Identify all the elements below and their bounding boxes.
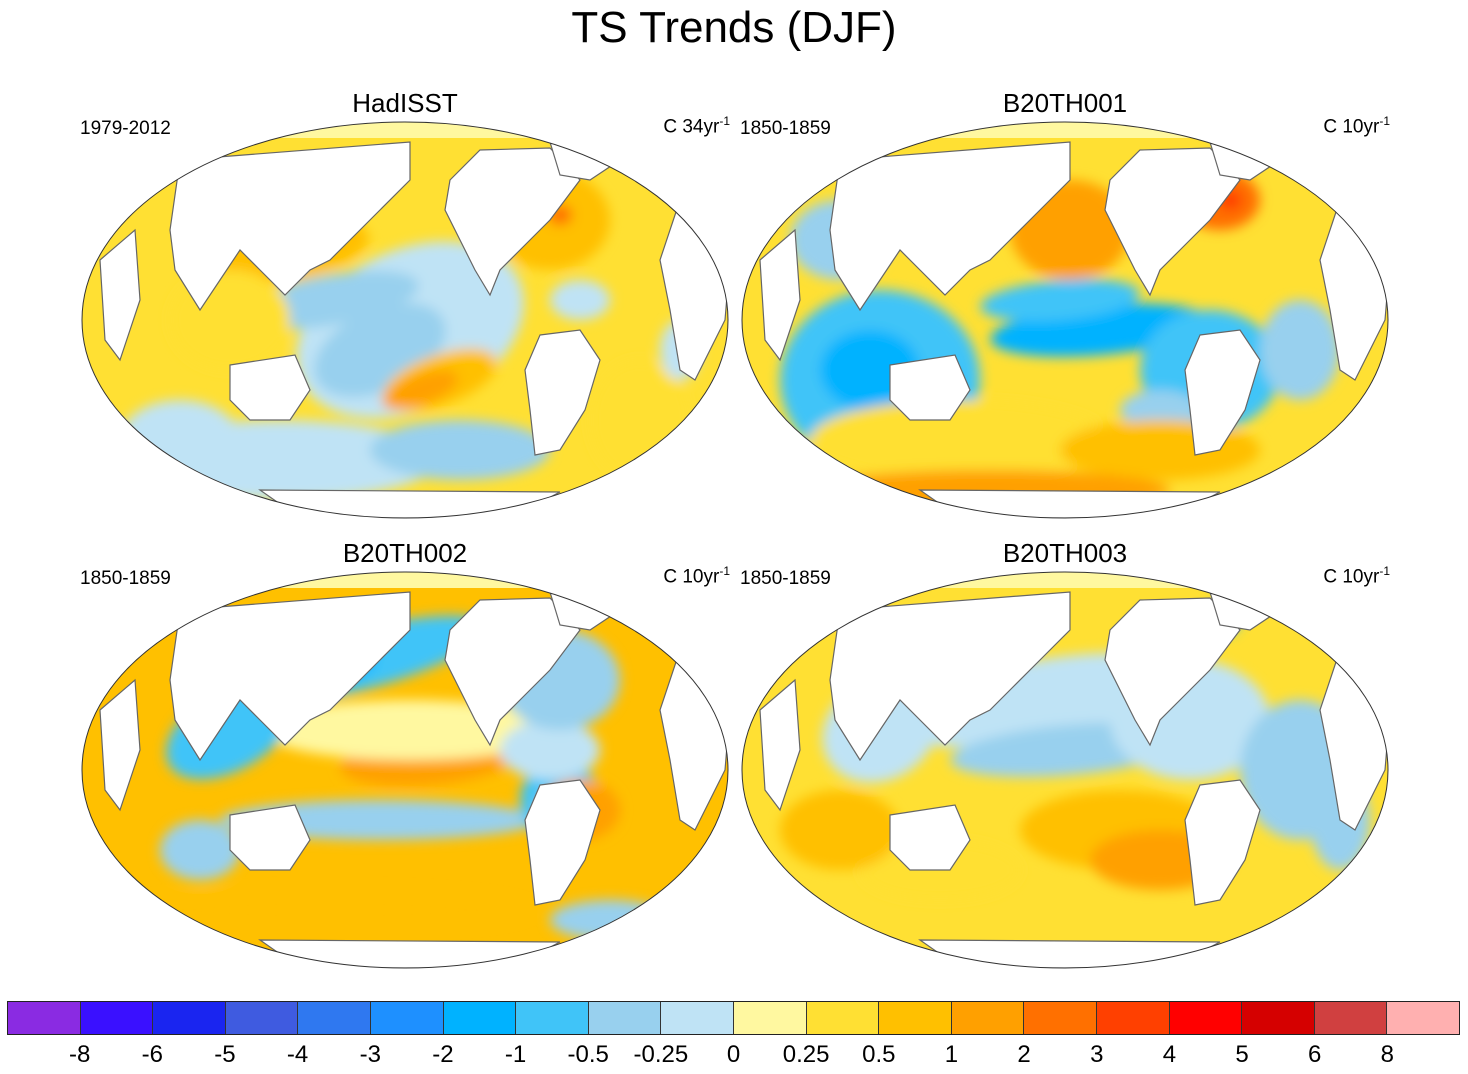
- colorbar-tick-label: -1: [504, 1041, 527, 1068]
- colorbar-box: [1024, 1002, 1097, 1034]
- colorbar-box: [1169, 1002, 1243, 1034]
- colorbar-tick-label: -4: [286, 1041, 309, 1068]
- units-label: C 10yr-1: [1323, 114, 1390, 138]
- colorbar-box: [661, 1002, 734, 1034]
- colorbar-tick-label: -6: [141, 1041, 163, 1068]
- world-map: [741, 571, 1389, 969]
- colorbar-tick-label: 1: [944, 1041, 959, 1068]
- land-mass: [759, 678, 801, 812]
- trend-anomaly: [160, 820, 240, 880]
- colorbar-box: [225, 1002, 299, 1034]
- colorbar-tick-label: 8: [1380, 1041, 1395, 1068]
- land-mass: [229, 804, 311, 871]
- colorbar-tick-label: 0.25: [782, 1041, 830, 1068]
- colorbar-tick-label: 6: [1308, 1041, 1322, 1068]
- colorbar-tick-label: -3: [359, 1041, 381, 1068]
- colorbar-tick-label: -8: [68, 1041, 91, 1068]
- colorbar-box: [153, 1002, 226, 1034]
- land-mass: [99, 678, 141, 812]
- colorbar-box: [80, 1002, 154, 1034]
- colorbar-labels: -8 -6 -5 -4 -3 -2 -1 -0.5 -0.25 0 0.25 0.5 1 2 3 4 5 6 8: [0, 1040, 1468, 1072]
- map-border: [741, 571, 1389, 969]
- colorbar-box: [879, 1002, 952, 1034]
- land-mass: [829, 591, 1071, 762]
- figure-title: TS Trends (DJF): [571, 3, 897, 52]
- land-mass: [524, 329, 601, 456]
- trend-anomaly: [1120, 390, 1200, 430]
- map-border: [741, 121, 1389, 519]
- colorbar-box: [1387, 1002, 1459, 1034]
- colorbar-tick-label: -0.5: [567, 1041, 609, 1068]
- map-panel-b20th003: B20TH003 1850-1859 C 10yr-1: [740, 538, 1390, 990]
- colorbar-box: [1096, 1002, 1170, 1034]
- trend-anomaly: [550, 280, 610, 320]
- land-mass: [918, 489, 1221, 518]
- land-mass: [1184, 329, 1261, 456]
- colorbar-tick-label: -2: [432, 1041, 454, 1068]
- trend-anomaly: [980, 278, 1140, 322]
- units-label: C 10yr-1: [663, 564, 730, 588]
- land-mass: [258, 489, 561, 518]
- map-border: [81, 121, 729, 519]
- units-label: C 34yr-1: [663, 114, 730, 138]
- land-mass: [918, 939, 1221, 968]
- period-label: 1850-1859: [740, 568, 831, 589]
- colorbar-box: [370, 1002, 444, 1034]
- land-mass: [889, 804, 971, 871]
- colorbar-tick-label: 0: [726, 1041, 741, 1068]
- colorbar-tick-label: 2: [1017, 1041, 1031, 1068]
- colorbar: [7, 1001, 1460, 1035]
- colorbar-tick-label: -0.25: [633, 1041, 689, 1068]
- land-mass: [759, 228, 801, 362]
- land-mass: [229, 354, 311, 421]
- colorbar-tick-label: -5: [214, 1041, 236, 1068]
- trend-anomaly: [370, 420, 550, 480]
- land-mass: [258, 939, 561, 968]
- trend-anomaly: [1260, 300, 1340, 400]
- colorbar-box: [733, 1002, 807, 1034]
- colorbar-box: [298, 1002, 371, 1034]
- colorbar-box: [1314, 1002, 1388, 1034]
- world-map: [81, 121, 729, 519]
- land-mass: [524, 779, 601, 906]
- panel-title: HadISST: [352, 88, 458, 118]
- period-label: 1850-1859: [80, 568, 171, 589]
- period-label: 1850-1859: [740, 118, 831, 139]
- trend-anomaly: [550, 900, 670, 940]
- trend-anomaly: [500, 720, 600, 780]
- colorbar-tick-label: 4: [1162, 1041, 1177, 1068]
- world-map: [81, 571, 729, 969]
- colorbar-tick-label: 0.5: [862, 1041, 896, 1068]
- colorbar-box: [1242, 1002, 1315, 1034]
- colorbar-box: [588, 1002, 662, 1034]
- panel-title: B20TH002: [342, 538, 468, 568]
- trend-anomaly: [780, 790, 900, 870]
- land-mass: [1184, 779, 1261, 906]
- map-border: [81, 571, 729, 969]
- colorbar-tick-label: 5: [1235, 1041, 1249, 1068]
- trend-anomaly: [810, 400, 1110, 480]
- map-panel-b20th001: B20TH001 1850-1859 C 10yr-1: [740, 88, 1390, 540]
- map-panel-hadisst: HadISST 1979-2012 C 34yr-1: [80, 88, 730, 540]
- land-mass: [889, 354, 971, 421]
- period-label: 1979-2012: [80, 118, 171, 139]
- units-label: C 10yr-1: [1323, 564, 1390, 588]
- colorbar-tick-label: 3: [1090, 1041, 1104, 1068]
- trend-anomaly: [120, 400, 240, 480]
- land-mass: [829, 141, 1071, 312]
- colorbar-box: [443, 1002, 517, 1034]
- panel-title: B20TH001: [1002, 88, 1128, 118]
- trend-anomaly: [130, 890, 530, 930]
- colorbar-box: [516, 1002, 589, 1034]
- colorbar-box: [8, 1002, 81, 1034]
- trend-anomaly: [382, 370, 458, 410]
- panel-title: B20TH003: [1002, 538, 1128, 568]
- land-mass: [99, 228, 141, 362]
- map-panel-b20th002: B20TH002 1850-1859 C 10yr-1: [80, 538, 730, 990]
- colorbar-box: [951, 1002, 1025, 1034]
- land-mass: [169, 591, 411, 762]
- land-mass: [169, 141, 411, 312]
- colorbar-box: [806, 1002, 880, 1034]
- world-map: [741, 121, 1389, 519]
